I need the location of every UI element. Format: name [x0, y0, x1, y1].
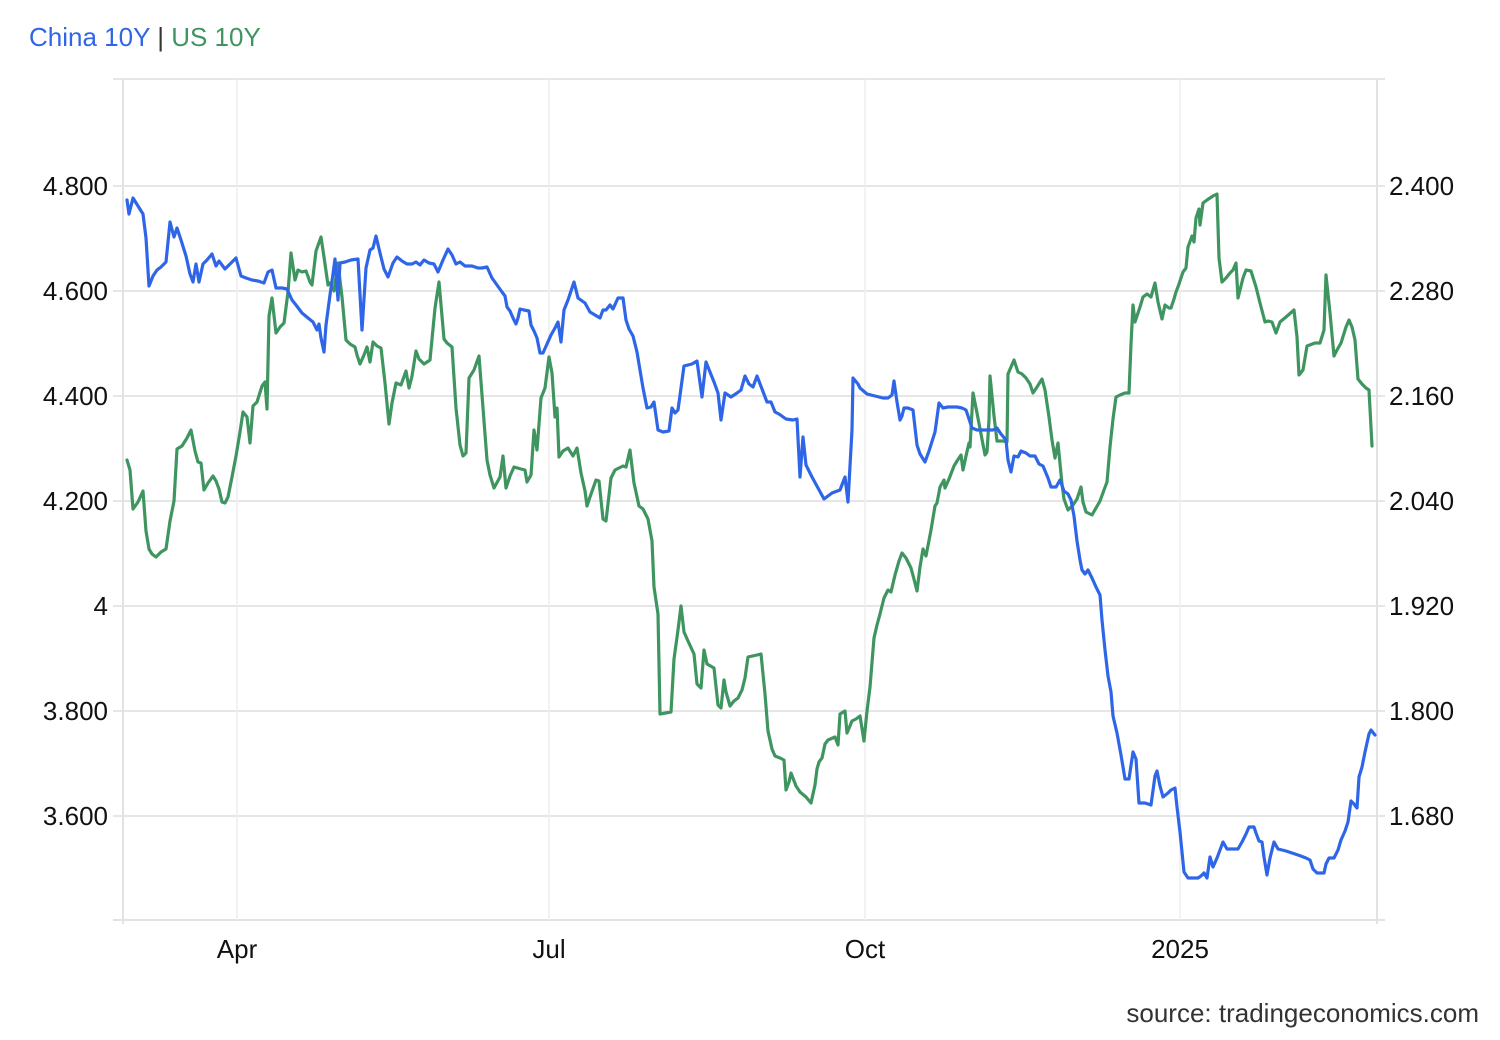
chart-series: [125, 192, 1377, 880]
left-axis-tick: 3.800: [43, 696, 108, 726]
right-y-axis: 2.400 2.280 2.160 2.040 1.920 1.800 1.680: [1389, 171, 1454, 831]
right-axis-tick: 1.800: [1389, 696, 1454, 726]
left-y-axis: 4.800 4.600 4.400 4.200 4 3.800 3.600: [43, 171, 108, 831]
right-axis-tick: 1.920: [1389, 591, 1454, 621]
right-axis-tick: 2.280: [1389, 276, 1454, 306]
chart-legend: China 10Y | US 10Y: [29, 22, 261, 53]
x-axis-tick: 2025: [1151, 934, 1209, 964]
source-attribution[interactable]: source: tradingeconomics.com: [1126, 998, 1479, 1028]
left-axis-tick: 4: [94, 591, 108, 621]
chart-gridlines: [113, 78, 1385, 924]
right-axis-tick: 2.040: [1389, 486, 1454, 516]
x-axis-tick: Jul: [532, 934, 565, 964]
left-axis-tick: 4.400: [43, 381, 108, 411]
x-axis: Apr Jul Oct 2025: [217, 934, 1209, 964]
left-axis-tick: 4.800: [43, 171, 108, 201]
left-axis-tick: 3.600: [43, 801, 108, 831]
legend-us-10y[interactable]: US 10Y: [171, 22, 261, 52]
left-axis-tick: 4.200: [43, 486, 108, 516]
right-axis-tick: 2.160: [1389, 381, 1454, 411]
left-axis-tick: 4.600: [43, 276, 108, 306]
x-axis-tick: Apr: [217, 934, 258, 964]
right-axis-tick: 1.680: [1389, 801, 1454, 831]
legend-separator: |: [157, 22, 164, 52]
legend-china-10y[interactable]: China 10Y: [29, 22, 150, 52]
right-axis-tick: 2.400: [1389, 171, 1454, 201]
china-10y-line[interactable]: [125, 196, 1377, 880]
x-axis-tick: Oct: [845, 934, 886, 964]
